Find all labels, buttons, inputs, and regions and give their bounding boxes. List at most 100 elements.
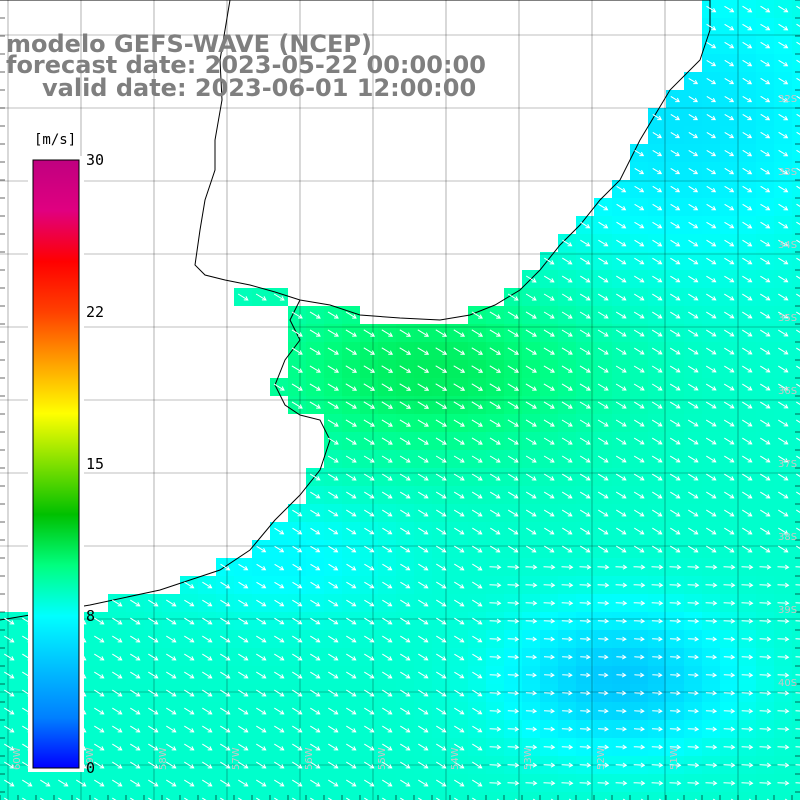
- wind-vectors: [4, 5, 800, 800]
- wind-vector-head: [693, 97, 699, 103]
- wind-vector-head: [766, 564, 772, 570]
- wind-vector-head: [657, 223, 663, 229]
- wind-cell: [792, 126, 800, 144]
- wind-vector-head: [712, 762, 718, 768]
- wind-vector-head: [568, 332, 573, 337]
- wind-vector: [705, 692, 717, 694]
- wind-vector-head: [405, 764, 411, 769]
- wind-vector: [633, 566, 645, 568]
- wind-vector: [543, 491, 555, 499]
- wind-vector-head: [315, 746, 321, 751]
- wind-vector-head: [675, 97, 681, 103]
- wind-vector: [4, 689, 14, 697]
- wind-vector: [184, 761, 194, 769]
- wind-vector-head: [261, 764, 267, 769]
- wind-vector-head: [460, 386, 466, 391]
- wind-vector: [633, 347, 645, 355]
- wind-vector: [94, 761, 104, 769]
- wind-vector-head: [729, 278, 735, 283]
- wind-vector-head: [441, 620, 447, 625]
- wind-vector-head: [747, 530, 753, 535]
- wind-vector-head: [550, 404, 555, 409]
- wind-vector: [454, 653, 464, 661]
- wind-vector-head: [279, 620, 285, 625]
- wind-vector-head: [441, 566, 447, 571]
- wind-vector: [742, 419, 752, 427]
- wind-vector-head: [477, 656, 483, 661]
- wind-vector: [507, 293, 519, 301]
- wind-vector-head: [711, 61, 717, 67]
- wind-vector-head: [261, 782, 267, 787]
- wind-vector: [759, 764, 771, 766]
- wind-vector-head: [783, 458, 789, 463]
- wind-vector-head: [658, 762, 664, 768]
- wind-vector: [724, 473, 734, 481]
- wind-vector-head: [621, 223, 627, 229]
- wind-vector: [256, 563, 266, 571]
- wind-vector-head: [9, 656, 15, 661]
- wind-vector: [705, 746, 717, 748]
- wind-vector-head: [657, 314, 663, 319]
- wind-vector-head: [747, 61, 753, 67]
- wind-vector-head: [351, 728, 357, 733]
- wind-vector: [130, 797, 135, 800]
- wind-vector-head: [207, 620, 213, 625]
- wind-vector: [274, 563, 284, 571]
- wind-vector: [345, 473, 357, 481]
- wind-vector-head: [405, 440, 411, 445]
- wind-vector-head: [261, 674, 267, 679]
- wind-vector-head: [189, 782, 195, 787]
- wind-vector-head: [171, 692, 177, 697]
- wind-vector-head: [585, 260, 591, 265]
- wind-vector: [688, 491, 698, 499]
- wind-vector: [4, 743, 14, 751]
- wind-vector: [454, 743, 464, 751]
- wind-vector: [508, 545, 518, 553]
- wind-vector-head: [693, 386, 699, 391]
- wind-cell: [126, 792, 144, 800]
- wind-vector: [616, 221, 626, 229]
- wind-vector: [669, 329, 681, 337]
- wind-vector-head: [514, 600, 520, 606]
- wind-vector-head: [334, 386, 339, 391]
- wind-vector-head: [9, 638, 15, 643]
- wind-vector-head: [369, 746, 375, 751]
- wind-vector: [525, 710, 537, 712]
- wind-vector-head: [729, 260, 735, 265]
- wind-vector: [309, 347, 321, 355]
- wind-vector-head: [406, 332, 412, 337]
- wind-vector-head: [315, 710, 321, 715]
- wind-vector: [507, 656, 519, 658]
- wind-vector-head: [171, 728, 177, 733]
- wind-vector: [130, 707, 140, 715]
- wind-vector-head: [585, 476, 591, 481]
- wind-vector-head: [495, 512, 501, 517]
- wind-vector: [345, 419, 357, 427]
- wind-vector: [796, 239, 800, 243]
- wind-vector: [400, 545, 410, 553]
- wind-cell: [36, 792, 54, 800]
- wind-vector-head: [621, 296, 627, 301]
- wind-vector-head: [333, 710, 339, 715]
- wind-vector: [760, 113, 770, 121]
- wind-vector-head: [657, 440, 663, 445]
- wind-vector: [561, 638, 573, 640]
- wind-vector: [688, 545, 698, 553]
- wind-vector-head: [316, 350, 321, 355]
- wind-vector-head: [207, 764, 213, 769]
- wind-vector: [724, 347, 734, 355]
- wind-vector: [525, 455, 537, 463]
- wind-vector: [454, 599, 464, 607]
- wind-vector-head: [676, 564, 682, 570]
- wind-vector-head: [604, 582, 610, 588]
- wind-vector: [742, 329, 752, 337]
- wind-vector: [687, 383, 699, 391]
- wind-vector-head: [225, 728, 231, 733]
- model-title: modelo GEFS-WAVE (NCEP): [6, 30, 372, 58]
- wind-vector: [274, 797, 279, 800]
- wind-vector: [346, 725, 356, 733]
- wind-vector: [453, 473, 465, 481]
- wind-vector-head: [298, 314, 303, 319]
- wind-cell: [792, 414, 800, 432]
- wind-vector-head: [315, 620, 321, 625]
